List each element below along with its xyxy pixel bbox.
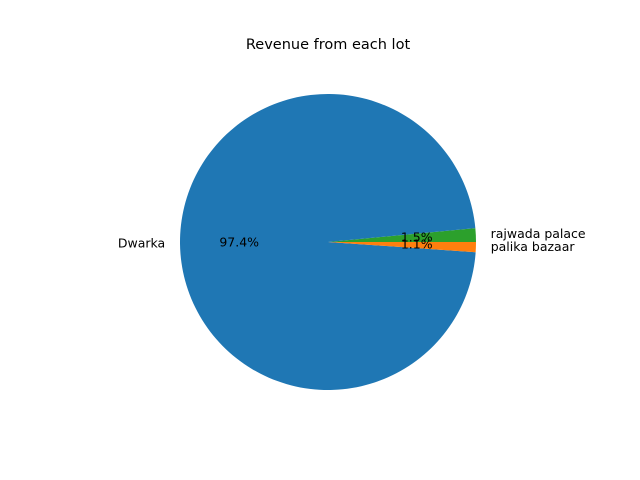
percent-label-dwarka: 97.4% [219, 235, 259, 250]
slice-label-palika-bazaar: palika bazaar [491, 239, 576, 254]
percent-label-rajwada-palace: 1.5% [401, 229, 433, 244]
percent-label-palika-bazaar: 1.1% [401, 237, 433, 252]
slice-label-rajwada-palace: rajwada palace [491, 226, 586, 241]
chart-title: Revenue from each lot [246, 37, 411, 53]
pie-slice-palika-bazaar [328, 242, 476, 253]
slice-label-dwarka: Dwarka [118, 236, 165, 251]
pie-slice-dwarka [179, 94, 476, 391]
pie-slice-rajwada-palace [328, 228, 476, 242]
